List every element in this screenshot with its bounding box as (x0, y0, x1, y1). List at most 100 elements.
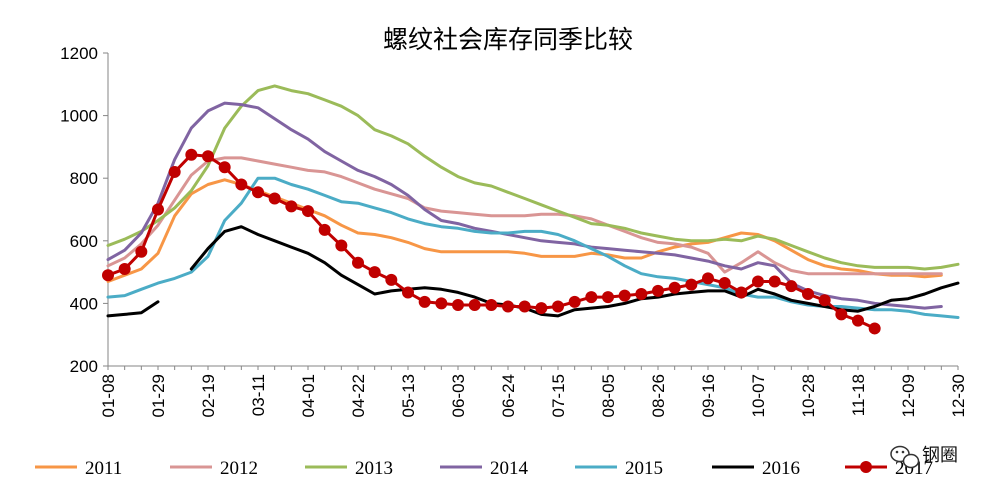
data-point-2017 (285, 200, 298, 213)
chart-title: 螺纹社会库存同季比较 (383, 25, 633, 54)
data-point-2017 (518, 300, 531, 313)
legend-item-2014: 2014 (440, 458, 529, 479)
legend-label: 2014 (490, 458, 529, 479)
data-point-2017 (768, 275, 781, 288)
data-point-2017 (868, 322, 881, 335)
plot-area (102, 84, 960, 335)
data-point-2017 (785, 280, 798, 293)
data-point-2017 (668, 281, 681, 294)
legend-item-2013: 2013 (305, 458, 393, 479)
data-point-2017 (852, 314, 864, 327)
legend-label: 2016 (762, 458, 800, 479)
x-tick-label: 06-24 (499, 374, 518, 417)
legend-item-2015: 2015 (575, 458, 663, 479)
data-point-2017 (635, 288, 648, 301)
data-point-2017 (752, 275, 764, 288)
x-tick-label: 04-01 (299, 374, 318, 417)
data-point-2017 (218, 161, 231, 174)
data-point-2017 (535, 302, 548, 315)
data-point-2017 (168, 165, 181, 178)
series-line-2014 (106, 101, 943, 310)
y-tick-label: 1200 (60, 44, 98, 63)
legend-item-2011: 2011 (35, 458, 122, 479)
data-point-2017 (302, 205, 314, 218)
x-tick-label: 08-05 (599, 374, 618, 417)
data-point-2017 (568, 295, 581, 308)
x-tick-label: 10-07 (749, 374, 768, 417)
series-2016 (106, 225, 960, 318)
series-2014 (106, 101, 943, 310)
data-point-2017 (235, 178, 248, 191)
y-tick-label: 600 (70, 232, 98, 251)
x-tick-label: 05-13 (399, 374, 418, 417)
data-point-2017 (702, 272, 714, 285)
x-tick-label: 12-30 (949, 374, 968, 417)
data-point-2017 (335, 239, 348, 252)
legend-label: 2015 (625, 458, 663, 479)
data-point-2017 (502, 300, 514, 313)
data-point-2017 (685, 278, 698, 291)
watermark-text: 钢圈 (922, 445, 958, 466)
y-tick-label: 200 (70, 357, 98, 376)
data-point-2017 (652, 284, 664, 297)
data-point-2017 (202, 150, 214, 163)
data-point-2017 (318, 223, 331, 236)
data-point-2017 (152, 203, 164, 216)
data-point-2017 (252, 186, 264, 199)
x-tick-label: 12-09 (899, 374, 918, 417)
watermark: 钢圈 (890, 445, 958, 469)
data-point-2017 (102, 269, 114, 282)
data-point-2017 (418, 295, 431, 308)
series-line-2016 (106, 225, 960, 318)
series-2012 (106, 156, 943, 276)
series-line-2013 (106, 84, 960, 271)
x-tick-label: 02-19 (199, 374, 218, 417)
data-point-2017 (735, 286, 748, 299)
x-tick-label: 06-03 (449, 374, 468, 417)
data-point-2017 (602, 291, 614, 304)
y-tick-label: 800 (70, 169, 98, 188)
legend-label: 2011 (85, 458, 122, 479)
legend-marker (860, 461, 872, 473)
x-tick-label: 10-28 (799, 374, 818, 417)
data-point-2017 (585, 291, 598, 304)
wechat-icon (890, 445, 920, 469)
data-point-2017 (468, 298, 481, 311)
legend: 2011 2012 2013 2014 2015 2016 2017 (35, 458, 933, 479)
series-2017 (102, 148, 881, 335)
data-point-2017 (618, 289, 631, 302)
y-tick-label: 400 (70, 294, 98, 313)
data-point-2017 (552, 300, 564, 313)
legend-label: 2012 (220, 458, 258, 479)
data-point-2017 (835, 308, 848, 321)
x-tick-label: 01-08 (99, 374, 118, 417)
x-tick-label: 01-29 (149, 374, 168, 417)
data-point-2017 (802, 288, 814, 301)
data-point-2017 (435, 297, 448, 310)
data-point-2017 (135, 245, 148, 258)
data-point-2017 (718, 277, 731, 290)
data-point-2017 (485, 298, 498, 311)
data-point-2017 (385, 273, 398, 286)
x-tick-label: 08-26 (649, 374, 668, 417)
data-point-2017 (268, 192, 281, 205)
x-tick-label: 07-15 (549, 374, 568, 417)
x-tick-label: 04-22 (349, 374, 368, 417)
series-2013 (106, 84, 960, 271)
data-point-2017 (452, 298, 464, 311)
x-tick-label: 11-18 (849, 374, 868, 416)
data-point-2017 (118, 262, 131, 275)
legend-item-2012: 2012 (170, 458, 258, 479)
data-point-2017 (185, 148, 198, 161)
legend-label: 2013 (355, 458, 393, 479)
data-point-2017 (368, 266, 381, 279)
series-line-2012 (106, 156, 943, 276)
x-tick-label: 03-11 (249, 374, 268, 416)
legend-item-2017: 2017 (845, 458, 933, 479)
axes: 200 400 600 800 1000 1200 01-08 01-29 02-19 03-11… (60, 44, 968, 417)
x-tick-label: 09-16 (699, 374, 718, 417)
data-point-2017 (402, 286, 414, 299)
y-tick-label: 1000 (60, 107, 98, 126)
data-point-2017 (352, 256, 364, 269)
